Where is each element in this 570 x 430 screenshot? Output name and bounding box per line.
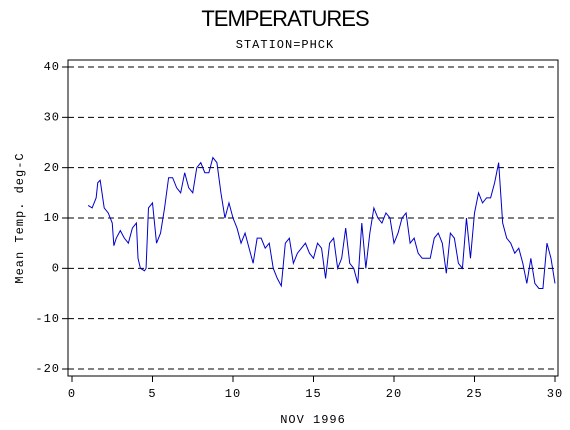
- y-tick-label: 40: [44, 60, 60, 74]
- x-axis-label: NOV 1996: [280, 413, 346, 427]
- x-tick-label: 25: [466, 387, 482, 401]
- x-tick-label: 30: [547, 387, 563, 401]
- x-tick-label: 5: [148, 387, 156, 401]
- y-tick-label: 20: [44, 161, 60, 175]
- y-tick-label: -10: [35, 312, 60, 326]
- x-tick-label: 0: [68, 387, 76, 401]
- x-tick-label: 10: [225, 387, 241, 401]
- y-tick-label: 10: [44, 211, 60, 225]
- chart-title: TEMPERATURES: [201, 6, 369, 31]
- chart-subtitle: STATION=PHCK: [236, 38, 334, 52]
- x-tick-label: 20: [386, 387, 402, 401]
- y-tick-label: 30: [44, 111, 60, 125]
- y-tick-label: 0: [52, 262, 60, 276]
- y-tick-label: -20: [35, 362, 60, 376]
- data-line: [87, 156, 556, 289]
- x-tick-label: 15: [305, 387, 321, 401]
- y-axis-label: Mean Temp. deg-C: [13, 152, 27, 283]
